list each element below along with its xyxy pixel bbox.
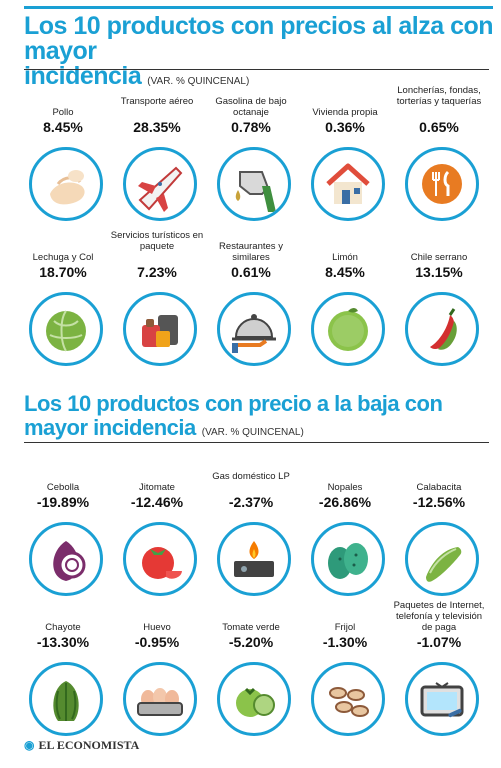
product-row: Pollo 8.45% Transporte aéreo 28.35% Gasolina… xyxy=(16,85,486,225)
product-label: Servicios turísticos en paquete xyxy=(110,230,204,252)
fuel-nozzle-icon xyxy=(217,147,291,221)
chicken-icon xyxy=(29,147,103,221)
luggage-icon xyxy=(123,292,197,366)
product-item: Calabacita -12.56% xyxy=(392,460,486,600)
product-label: Calabacita xyxy=(416,482,462,493)
eggs-icon xyxy=(123,662,197,736)
product-value: -5.20% xyxy=(228,634,274,650)
top-accent-bar xyxy=(24,6,493,9)
down-title-line-1: Los 10 productos con precio a la baja co… xyxy=(24,391,443,416)
product-item: Transporte aéreo 28.35% xyxy=(110,85,204,225)
product-value: 18.70% xyxy=(39,264,87,280)
product-item: Vivienda propia 0.36% xyxy=(298,85,392,225)
product-item: Cebolla -19.89% xyxy=(16,460,110,600)
onion-icon xyxy=(29,522,103,596)
gas-stove-icon xyxy=(217,522,291,596)
tomato-icon xyxy=(123,522,197,596)
product-item: Tomate verde -5.20% xyxy=(204,600,298,740)
product-value: 8.45% xyxy=(43,119,83,135)
product-value: 0.61% xyxy=(231,264,271,280)
product-value: 8.45% xyxy=(325,264,365,280)
fork-knife-icon xyxy=(405,147,479,221)
product-label: Chayote xyxy=(45,622,81,633)
product-item: Limón 8.45% xyxy=(298,230,392,370)
product-label: Frijol xyxy=(334,622,356,633)
product-row: Chayote -13.30% Huevo -0.95% Tomate verde -5.… xyxy=(16,600,486,740)
product-value: -19.89% xyxy=(36,494,90,510)
product-value: -13.30% xyxy=(36,634,90,650)
product-value: 13.15% xyxy=(415,264,463,280)
product-item: Jitomate -12.46% xyxy=(110,460,204,600)
product-label: Transporte aéreo xyxy=(120,96,194,107)
product-item: Gas doméstico LP -2.37% xyxy=(204,460,298,600)
product-value: -2.37% xyxy=(228,494,274,510)
product-item: Loncherías, fondas, torterías y taquería… xyxy=(392,85,486,225)
product-item: Servicios turísticos en paquete 7.23% xyxy=(110,230,204,370)
product-value: 0.78% xyxy=(231,119,271,135)
zucchini-icon xyxy=(405,522,479,596)
product-item: Paquetes de Internet, telefonía y televi… xyxy=(392,600,486,740)
up-title-line-2: incidencia xyxy=(24,62,142,90)
product-value: -1.30% xyxy=(322,634,368,650)
down-title-rule xyxy=(24,442,489,443)
cloche-icon xyxy=(217,292,291,366)
product-value: 28.35% xyxy=(133,119,181,135)
up-title-rule xyxy=(24,69,489,70)
lettuce-icon xyxy=(29,292,103,366)
product-item: Chayote -13.30% xyxy=(16,600,110,740)
product-value: -12.46% xyxy=(130,494,184,510)
product-label: Lechuga y Col xyxy=(32,252,94,263)
product-label: Restaurantes y similares xyxy=(219,241,283,263)
up-title-note: (VAR. % QUINCENAL) xyxy=(147,76,250,87)
product-value: -0.95% xyxy=(134,634,180,650)
product-row: Cebolla -19.89% Jitomate -12.46% Gas domésti… xyxy=(16,460,486,600)
product-item: Huevo -0.95% xyxy=(110,600,204,740)
lime-icon xyxy=(311,292,385,366)
product-item: Chile serrano 13.15% xyxy=(392,230,486,370)
brand-name: EL ECONOMISTA xyxy=(38,738,140,752)
down-section-title: Los 10 productos con precio a la baja co… xyxy=(24,391,443,445)
product-label: Huevo xyxy=(143,622,171,633)
chili-icon xyxy=(405,292,479,366)
product-item: Frijol -1.30% xyxy=(298,600,392,740)
product-item: Nopales -26.86% xyxy=(298,460,392,600)
product-label: Tomate verde xyxy=(222,622,280,633)
house-icon xyxy=(311,147,385,221)
product-value: -12.56% xyxy=(412,494,466,510)
product-item: Restaurantes y similares 0.61% xyxy=(204,230,298,370)
product-label: Gasolina de bajo octanaje xyxy=(215,96,287,118)
product-item: Pollo 8.45% xyxy=(16,85,110,225)
product-value: -1.07% xyxy=(416,634,462,650)
green-tomato-icon xyxy=(217,662,291,736)
beans-icon xyxy=(311,662,385,736)
footer-brand: ◉ EL ECONOMISTA xyxy=(24,738,139,753)
brand-logo-icon: ◉ xyxy=(24,738,35,752)
tv-icon xyxy=(405,662,479,736)
product-label: Limón xyxy=(332,252,358,263)
product-label: Vivienda propia xyxy=(312,107,378,118)
product-row: Lechuga y Col 18.70% Servicios turísticos … xyxy=(16,230,486,370)
product-item: Lechuga y Col 18.70% xyxy=(16,230,110,370)
product-label: Loncherías, fondas, torterías y taquería… xyxy=(396,85,482,107)
product-label: Cebolla xyxy=(46,482,80,493)
product-label: Jitomate xyxy=(139,482,175,493)
product-value: 0.36% xyxy=(325,119,365,135)
product-item: Gasolina de bajo octanaje 0.78% xyxy=(204,85,298,225)
product-label: Pollo xyxy=(52,107,74,118)
product-value: -26.86% xyxy=(318,494,372,510)
down-title-note: (VAR. % QUINCENAL) xyxy=(201,427,304,438)
down-title-line-2: mayor incidencia xyxy=(24,415,196,440)
product-value: 7.23% xyxy=(137,264,177,280)
chayote-icon xyxy=(29,662,103,736)
product-label: Nopales xyxy=(327,482,363,493)
product-label: Paquetes de Internet, telefonía y televi… xyxy=(393,600,485,633)
up-title-line-1: Los 10 productos con precios al alza con… xyxy=(24,12,494,65)
cactus-pad-icon xyxy=(311,522,385,596)
product-value: 0.65% xyxy=(419,119,459,135)
product-label: Gas doméstico LP xyxy=(212,471,290,482)
product-label: Chile serrano xyxy=(410,252,468,263)
up-section-title: Los 10 productos con precios al alza con… xyxy=(24,14,501,94)
airplane-icon xyxy=(123,147,197,221)
